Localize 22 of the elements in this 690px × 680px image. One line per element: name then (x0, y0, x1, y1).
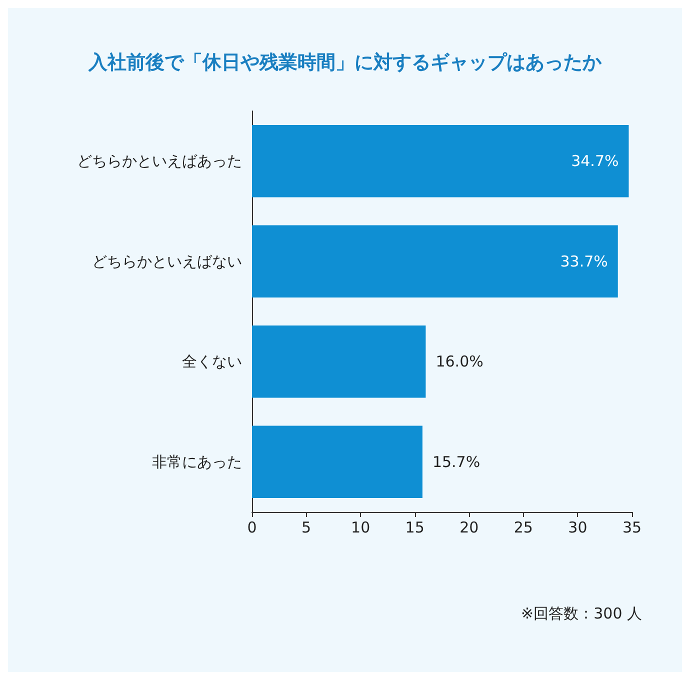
data-label: 15.7% (432, 452, 480, 471)
chart-title: 入社前後で「休日や残業時間」に対するギャップはあったか (88, 52, 602, 74)
x-tick-label: 25 (514, 518, 533, 536)
data-label: 16.0% (436, 352, 484, 371)
x-tick-label: 20 (460, 518, 479, 536)
x-tick-label: 10 (351, 518, 370, 536)
bar (252, 326, 426, 398)
x-tick-label: 0 (247, 518, 257, 536)
y-tick-label: 非常にあった (152, 452, 242, 471)
x-tick-label: 30 (568, 518, 588, 536)
bar (252, 225, 618, 298)
y-tick-label: 全くない (182, 352, 242, 371)
data-label: 33.7% (560, 252, 608, 270)
bar (252, 426, 422, 498)
text: ※回答数：300 人 (521, 604, 642, 622)
x-tick-label: 35 (622, 518, 642, 536)
y-tick-label: どちらかといえばない (92, 252, 242, 270)
x-tick-label: 5 (302, 518, 312, 536)
y-tick-label: どちらかといえばあった (77, 152, 242, 170)
bar (252, 125, 629, 198)
x-tick-label: 15 (405, 518, 424, 536)
data-label: 34.7% (571, 152, 619, 170)
